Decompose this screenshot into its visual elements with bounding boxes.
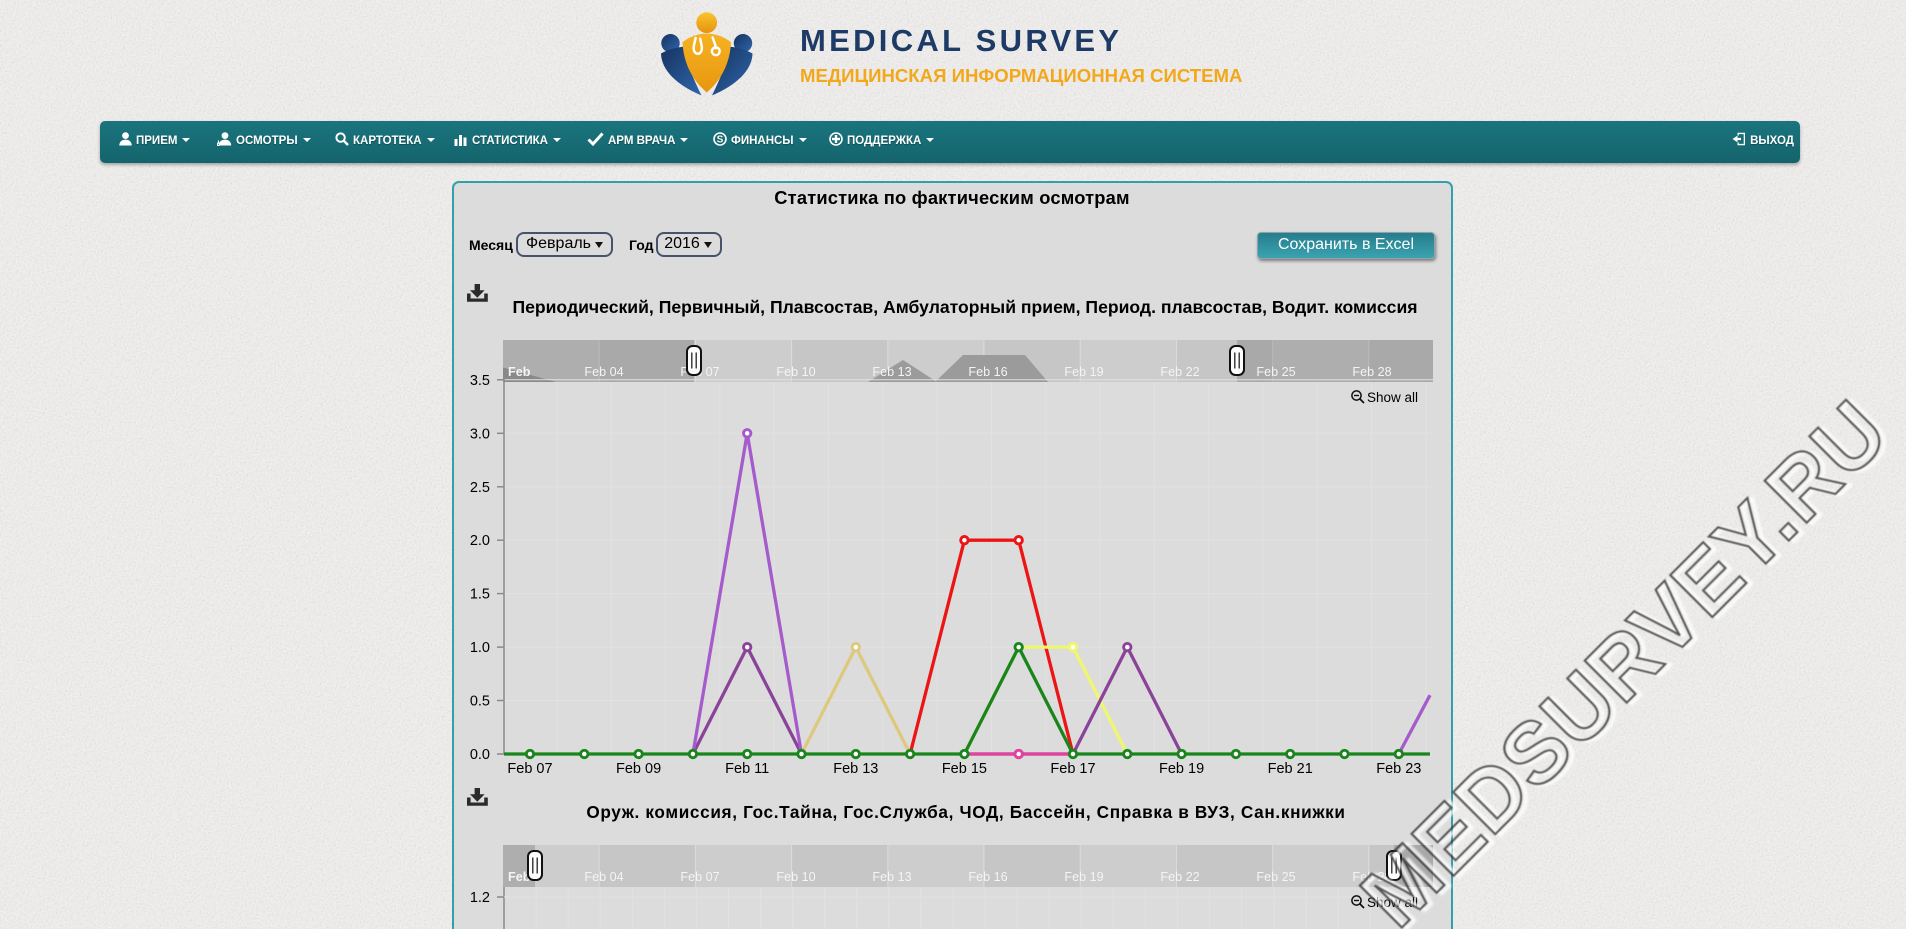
svg-text:Feb 23: Feb 23: [1376, 761, 1421, 777]
svg-text:3.0: 3.0: [470, 426, 490, 442]
svg-text:Feb 21: Feb 21: [1268, 761, 1313, 777]
svg-text:0.0: 0.0: [470, 747, 490, 763]
svg-text:Feb 28: Feb 28: [1352, 365, 1391, 379]
svg-text:2.0: 2.0: [470, 533, 490, 549]
svg-text:Feb 10: Feb 10: [776, 365, 815, 379]
svg-text:Feb 17: Feb 17: [1050, 761, 1095, 777]
svg-text:Feb 04: Feb 04: [584, 870, 623, 884]
svg-text:Feb 07: Feb 07: [507, 761, 552, 777]
svg-text:0.5: 0.5: [470, 694, 490, 710]
svg-text:Feb 09: Feb 09: [616, 761, 661, 777]
svg-text:Feb: Feb: [508, 870, 531, 884]
svg-text:Feb 16: Feb 16: [968, 870, 1007, 884]
svg-text:1.5: 1.5: [470, 587, 490, 603]
svg-text:2.5: 2.5: [470, 480, 490, 496]
svg-text:Feb: Feb: [508, 365, 531, 379]
svg-text:Show all: Show all: [1367, 895, 1418, 910]
svg-text:Feb 07: Feb 07: [680, 870, 719, 884]
svg-text:Feb 16: Feb 16: [968, 365, 1007, 379]
svg-text:Feb 13: Feb 13: [833, 761, 878, 777]
svg-text:Feb 15: Feb 15: [942, 761, 987, 777]
svg-text:1.2: 1.2: [470, 890, 490, 906]
svg-text:Feb 22: Feb 22: [1160, 365, 1199, 379]
svg-text:3.5: 3.5: [470, 373, 490, 389]
svg-text:Feb 19: Feb 19: [1064, 365, 1103, 379]
svg-text:1.0: 1.0: [470, 640, 490, 656]
svg-text:Feb 04: Feb 04: [584, 365, 623, 379]
svg-text:Show all: Show all: [1367, 390, 1418, 405]
svg-text:Feb 13: Feb 13: [872, 365, 911, 379]
svg-text:Feb 25: Feb 25: [1256, 870, 1295, 884]
svg-text:Feb 10: Feb 10: [776, 870, 815, 884]
svg-text:Feb 11: Feb 11: [725, 761, 769, 777]
svg-text:Feb 19: Feb 19: [1159, 761, 1204, 777]
svg-text:S: S: [717, 135, 724, 146]
svg-text:Feb 22: Feb 22: [1160, 870, 1199, 884]
svg-text:Feb 19: Feb 19: [1064, 870, 1103, 884]
svg-text:Feb 13: Feb 13: [872, 870, 911, 884]
svg-text:Feb 25: Feb 25: [1256, 365, 1295, 379]
svg-text:Feb 28: Feb 28: [1352, 870, 1391, 884]
